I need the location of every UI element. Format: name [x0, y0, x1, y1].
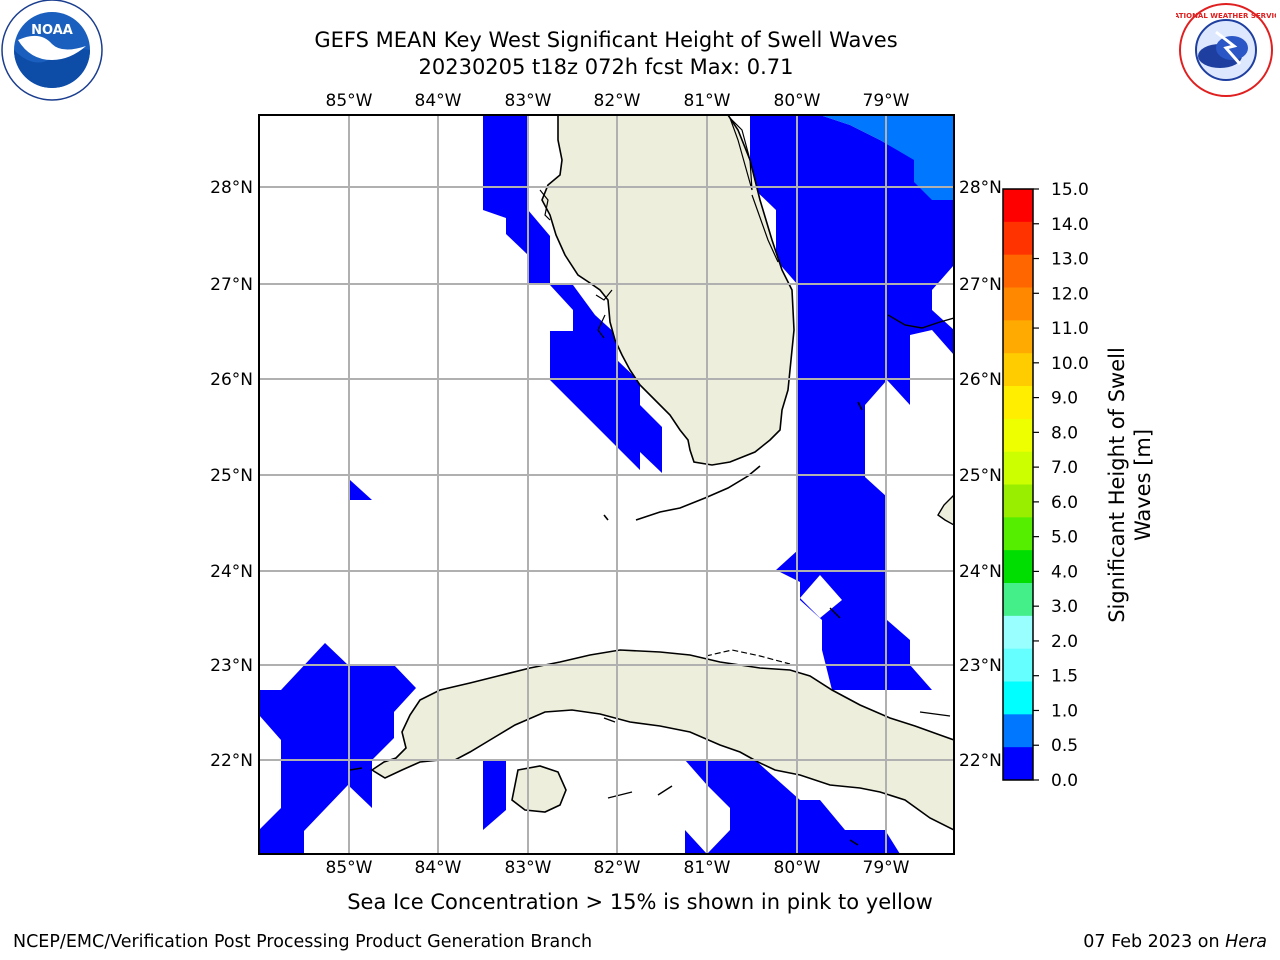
colorbar-tick-label: 4.0 [1051, 562, 1078, 582]
lon-tick-label-bottom: 83°W [505, 858, 552, 878]
lat-tick-label-right: 28°N [959, 178, 1002, 198]
colorbar-tick-label: 1.0 [1051, 701, 1078, 721]
colorbar-swatch [1003, 484, 1033, 518]
footer-date: 07 Feb 2023 on Hera [1083, 932, 1267, 952]
lon-tick-label-bottom: 79°W [863, 858, 910, 878]
bahamas-land [829, 314, 954, 619]
lon-tick-label-bottom: 85°W [326, 858, 373, 878]
colorbar-swatch [1003, 550, 1033, 584]
colorbar-frame [1002, 188, 1034, 781]
colorbar-tick-label: 1.5 [1051, 667, 1078, 687]
colorbar-swatch [1003, 648, 1033, 682]
lat-tick-label-left: 22°N [210, 751, 253, 771]
colorbar-tick-label: 6.0 [1051, 493, 1078, 513]
footer-machine: Hera [1225, 932, 1267, 952]
lat-tick-label-right: 23°N [959, 656, 1002, 676]
map-frame [258, 114, 955, 855]
lon-tick-label-top: 81°W [684, 91, 731, 111]
lat-tick-label-right: 27°N [959, 275, 1002, 295]
colorbar-tick-label: 10.0 [1051, 354, 1089, 374]
colorbar-tick-label: 12.0 [1051, 284, 1089, 304]
lat-tick-label-left: 25°N [210, 466, 253, 486]
colorbar-tick-label: 3.0 [1051, 597, 1078, 617]
lon-tick-label-bottom: 82°W [594, 858, 641, 878]
colorbar-swatch [1003, 451, 1033, 485]
lon-tick-label-top: 82°W [594, 91, 641, 111]
lat-tick-label-right: 26°N [959, 370, 1002, 390]
colorbar-swatch [1003, 418, 1033, 453]
colorbar-tick-label: 0.0 [1051, 771, 1078, 791]
svg-text:NATIONAL WEATHER SERVICE: NATIONAL WEATHER SERVICE [1176, 12, 1276, 20]
colorbar-swatch [1003, 189, 1033, 223]
colorbar-tick-label: 5.0 [1051, 528, 1078, 548]
lon-tick-label-top: 84°W [415, 91, 462, 111]
lat-tick-label-left: 28°N [210, 178, 253, 198]
footer-credit: NCEP/EMC/Verification Post Processing Pr… [13, 932, 593, 952]
colorbar-label-line1: Significant Height of Swell [1105, 347, 1129, 623]
colorbar-swatch [1003, 287, 1033, 321]
colorbar-tick-label: 8.0 [1051, 423, 1078, 443]
florida-land [539, 115, 863, 521]
colorbar-swatch [1003, 386, 1033, 420]
chart-subtitle: 20230205 t18z 072h fcst Max: 0.71 [418, 55, 794, 79]
colorbar-swatch [1003, 583, 1033, 617]
colorbar-swatch [1003, 714, 1033, 748]
sea-ice-note: Sea Ice Concentration > 15% is shown in … [347, 890, 933, 914]
colorbar-tick-label: 0.5 [1051, 736, 1078, 756]
colorbar-swatch [1003, 320, 1033, 354]
colorbar: 15.0 14.0 13.0 12.0 11.0 10.0 9.0 8.0 7.0 6.0 5.0 4… [1002, 180, 1089, 791]
lat-tick-label-right: 22°N [959, 751, 1002, 771]
colorbar-tick-label: 11.0 [1051, 319, 1089, 339]
colorbar-swatch [1003, 221, 1033, 256]
colorbar-swatch [1003, 615, 1033, 650]
lat-tick-label-left: 24°N [210, 562, 253, 582]
colorbar-swatch [1003, 517, 1033, 551]
lon-tick-label-top: 85°W [326, 91, 373, 111]
colorbar-swatch [1003, 353, 1033, 387]
lon-tick-label-top: 79°W [863, 91, 910, 111]
lon-tick-label-top: 80°W [774, 91, 821, 111]
lon-tick-label-bottom: 81°W [684, 858, 731, 878]
colorbar-swatch [1003, 254, 1033, 288]
chart-title: GEFS MEAN Key West Significant Height of… [314, 28, 898, 52]
colorbar-tick-label: 14.0 [1051, 215, 1089, 235]
lat-tick-label-left: 26°N [210, 370, 253, 390]
colorbar-swatch [1003, 747, 1033, 781]
nws-logo: NATIONAL WEATHER SERVICE [1176, 3, 1276, 97]
lat-tick-label-right: 24°N [959, 562, 1002, 582]
colorbar-tick-label: 9.0 [1051, 389, 1078, 409]
lat-tick-label-left: 27°N [210, 275, 253, 295]
footer-date-text: 07 Feb 2023 on [1083, 932, 1226, 952]
colorbar-tick-label: 7.0 [1051, 458, 1078, 478]
noaa-logo-text: NOAA [31, 23, 73, 38]
colorbar-label-line2: Waves [m] [1131, 429, 1155, 541]
lat-tick-label-left: 23°N [210, 656, 253, 676]
colorbar-tick-label: 13.0 [1051, 250, 1089, 270]
map-grid [259, 115, 954, 854]
lon-tick-label-bottom: 84°W [415, 858, 462, 878]
colorbar-tick-label: 15.0 [1051, 180, 1089, 200]
lat-tick-label-right: 25°N [959, 466, 1002, 486]
cuba-land [349, 649, 954, 846]
noaa-logo: NOAA [1, 0, 103, 101]
lon-tick-label-bottom: 80°W [774, 858, 821, 878]
lon-tick-label-top: 83°W [505, 91, 552, 111]
colorbar-tick-label: 2.0 [1051, 632, 1078, 652]
colorbar-swatch [1003, 681, 1033, 715]
